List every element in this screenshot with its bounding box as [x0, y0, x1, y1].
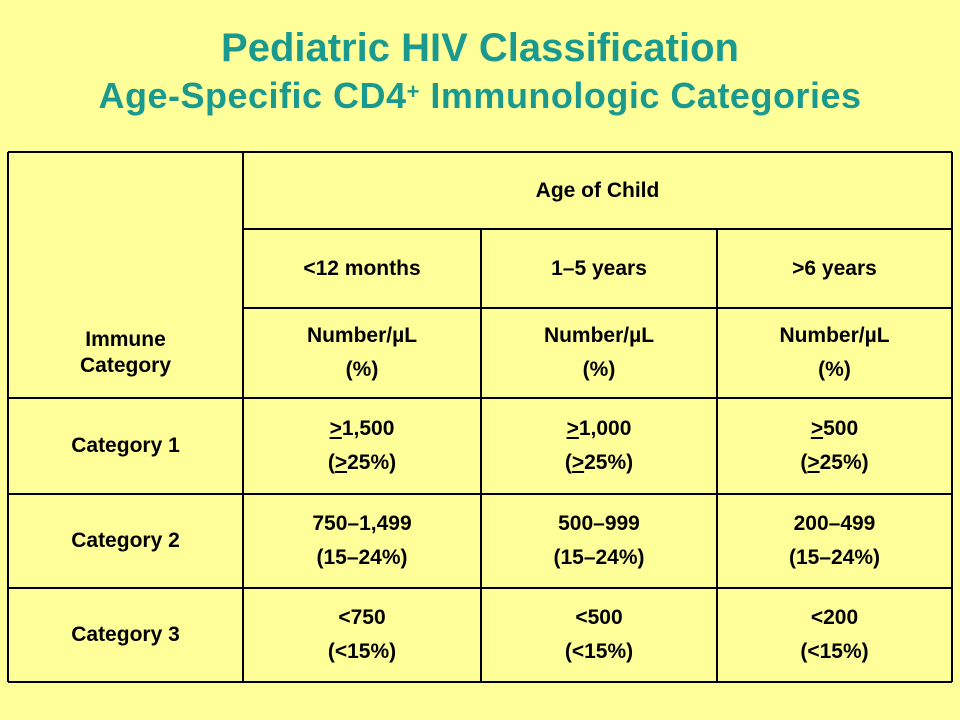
gte-sign: >: [566, 417, 579, 440]
slide-subtitle: Age-Specific CD4+ Immunologic Categories: [0, 72, 960, 120]
subtitle-text: Age-Specific CD4: [98, 75, 407, 116]
gte-sign: >: [329, 417, 342, 440]
cd4-percent: (15–24%): [316, 546, 408, 569]
unit-percent: (%): [818, 358, 851, 381]
cd4-percent: (>25%): [328, 446, 396, 480]
cd4-count: >1,000: [567, 412, 632, 446]
percent-value: 25%): [584, 451, 634, 474]
unit-percent: (%): [345, 358, 379, 381]
count-value: 500: [823, 417, 859, 440]
unit-label: Number/µL: [543, 324, 655, 347]
percent-value: 25%): [819, 451, 869, 474]
unit-percent: (%): [582, 358, 616, 381]
cd4-percent: (<15%): [564, 640, 634, 663]
cd4-percent: (15–24%): [788, 546, 881, 569]
header-line: Immune: [85, 328, 166, 351]
units-cell: Number/µL (%): [481, 308, 717, 398]
percent-value: 25%): [347, 451, 397, 474]
table-cell: <200 (<15%): [717, 588, 952, 682]
table-cell: <750 (<15%): [243, 588, 481, 682]
category-label: Category 2: [71, 529, 180, 552]
paren: (: [564, 451, 572, 474]
gte-sign: >: [810, 417, 824, 440]
cd4-count: <500: [575, 606, 623, 629]
count-value: 1,500: [341, 417, 395, 440]
cd4-percent: (15–24%): [553, 546, 645, 569]
cd4-count: <200: [810, 606, 859, 629]
cd4-count: 750–1,499: [312, 512, 412, 535]
cd4-count: >1,500: [330, 412, 395, 446]
gte-sign: >: [334, 451, 348, 474]
cd4-percent: (<15%): [327, 640, 397, 663]
immune-category-header: Immune Category: [8, 308, 243, 398]
table-cell: <500 (<15%): [481, 588, 717, 682]
cd4-count: >500: [811, 412, 858, 446]
age-group-header: 1–5 years: [551, 256, 647, 280]
unit-label: Number/µL: [779, 324, 890, 347]
table-cell: >1,000 (>25%): [481, 398, 717, 494]
category-label: Category 3: [71, 623, 180, 646]
header-line: Category: [79, 354, 172, 377]
unit-label: Number/µL: [306, 324, 418, 347]
table-cell: 750–1,499 (15–24%): [243, 494, 481, 588]
table-cell: >500 (>25%): [717, 398, 952, 494]
table-cell: >1,500 (>25%): [243, 398, 481, 494]
units-cell: Number/µL (%): [717, 308, 952, 398]
table-cell: 200–499 (15–24%): [717, 494, 952, 588]
units-cell: Number/µL (%): [243, 308, 481, 398]
category-label: Category 1: [71, 434, 180, 457]
age-group-header: <12 months: [303, 256, 421, 280]
gte-sign: >: [807, 451, 820, 474]
slide-title: Pediatric HIV Classification: [221, 26, 739, 70]
cd4-count: <750: [338, 606, 386, 629]
age-of-child-header: Age of Child: [535, 178, 660, 202]
cd4-percent: (<15%): [800, 640, 869, 663]
cd4-count: 200–499: [793, 512, 876, 535]
paren: (: [327, 451, 335, 474]
age-group-header: >6 years: [792, 256, 877, 280]
cd4-percent: (>25%): [800, 446, 868, 480]
count-value: 1,000: [578, 417, 632, 440]
table-cell: 500–999 (15–24%): [481, 494, 717, 588]
gte-sign: >: [571, 451, 585, 474]
cd4-count: 500–999: [558, 512, 640, 535]
paren: (: [800, 451, 808, 474]
subtitle-rest: Immunologic Categories: [419, 75, 862, 116]
cd4-percent: (>25%): [565, 446, 633, 480]
subtitle-superscript: +: [406, 79, 420, 104]
